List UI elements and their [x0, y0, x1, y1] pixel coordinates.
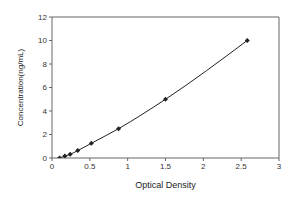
svg-text:6: 6 [43, 83, 48, 92]
svg-text:0: 0 [43, 154, 48, 163]
svg-text:2.5: 2.5 [236, 162, 248, 171]
svg-text:0: 0 [50, 162, 55, 171]
svg-text:12: 12 [38, 13, 47, 22]
svg-text:3: 3 [277, 162, 282, 171]
svg-text:8: 8 [43, 60, 48, 69]
svg-text:4: 4 [43, 107, 48, 116]
svg-text:Concentration(ng/mL): Concentration(ng/mL) [16, 48, 25, 126]
svg-text:10: 10 [38, 36, 47, 45]
svg-text:2: 2 [201, 162, 206, 171]
svg-text:0.5: 0.5 [84, 162, 96, 171]
svg-text:1.5: 1.5 [160, 162, 172, 171]
svg-text:2: 2 [43, 130, 48, 139]
svg-text:1: 1 [125, 162, 130, 171]
svg-text:Optical Density: Optical Density [135, 180, 196, 190]
